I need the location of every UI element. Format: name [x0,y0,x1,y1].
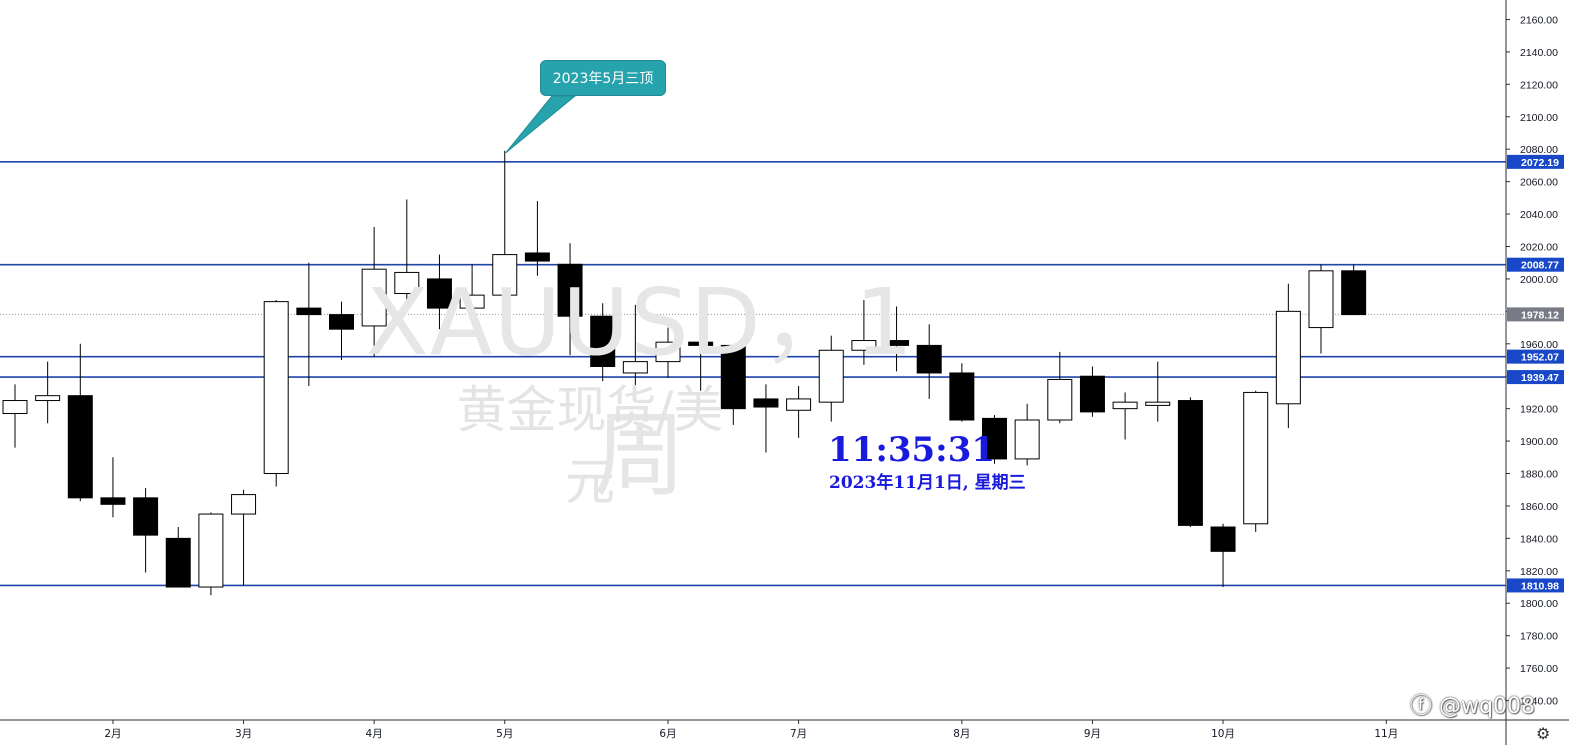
candle-body[interactable] [263,301,289,475]
candle-body[interactable] [231,494,257,515]
price-tick-label: 1900.00 [1520,436,1558,448]
price-tick-label: 2080.00 [1520,144,1558,156]
time-tick-label: 8月 [953,728,970,740]
level-price-label-bg [1507,154,1564,169]
price-tick-label: 1960.00 [1520,339,1558,351]
candle-body[interactable] [884,340,910,346]
candle-body[interactable] [329,314,354,330]
level-price-label-bg [1507,349,1564,364]
price-tick-label: 2060.00 [1520,177,1558,189]
candle-body[interactable] [1112,401,1138,410]
candle-body[interactable] [165,537,191,588]
candle-body[interactable] [459,294,485,309]
candle-body[interactable] [1047,378,1073,421]
current-price-label-bg [1507,307,1564,322]
candle-body[interactable] [753,398,779,408]
candle-body[interactable] [1243,391,1269,525]
candle-body[interactable] [2,400,28,415]
price-tick-label: 2100.00 [1520,112,1558,124]
time-tick-label: 5月 [496,728,513,740]
time-tick-label: 9月 [1084,728,1101,740]
candle-body[interactable] [296,307,322,316]
candle-body[interactable] [35,395,61,402]
candle-body[interactable] [1210,526,1236,552]
candle-body[interactable] [590,315,616,367]
price-tick-label: 1880.00 [1520,469,1558,481]
candle-body[interactable] [655,341,681,363]
time-tick-label: 7月 [790,728,807,740]
candle-body[interactable] [1341,270,1367,316]
level-price-label: 1810.98 [1521,580,1559,592]
price-tick-label: 1920.00 [1520,404,1558,416]
settings-gear-icon[interactable]: ⚙ [1536,724,1551,743]
level-price-label: 2072.19 [1521,157,1559,169]
candle-body[interactable] [361,268,387,327]
price-tick-label: 1840.00 [1520,533,1558,545]
candle-body[interactable] [1275,310,1301,405]
level-price-label: 1952.07 [1521,352,1559,364]
symbol-watermark: XAUUSD，1周 [365,269,915,509]
candle-body[interactable] [557,263,583,317]
weibo-handle: @wq008 [1439,694,1535,719]
price-tick-label: 1760.00 [1520,663,1558,675]
price-tick-label: 1740.00 [1520,696,1558,708]
annotation-pointer [505,95,577,154]
level-price-label: 2008.77 [1521,260,1559,272]
candle-body[interactable] [786,398,812,411]
time-tick-label: 3月 [235,728,252,740]
time-tick-label: 11月 [1374,728,1398,740]
time-tick-label: 4月 [366,728,383,740]
price-tick-label: 2020.00 [1520,241,1558,253]
price-tick-label: 2000.00 [1520,274,1558,286]
candle-body[interactable] [818,349,844,403]
level-price-label-bg [1507,257,1564,272]
candle-body[interactable] [1308,270,1334,329]
candle-body[interactable] [1014,419,1040,460]
candle-body[interactable] [982,417,1007,460]
candle-body[interactable] [394,271,420,295]
clock-date: 2023年11月1日, 星期三 [829,473,1026,493]
weibo-credit: ⓕ @wq008 [1410,688,1535,720]
candle-body[interactable] [949,372,975,421]
candle-body[interactable] [198,513,224,588]
price-tick-label: 1860.00 [1520,501,1558,513]
candle-body[interactable] [426,278,452,309]
price-tick-label: 1800.00 [1520,598,1558,610]
candle-body[interactable] [622,361,648,374]
candle-body[interactable] [720,344,746,410]
candle-body[interactable] [133,497,159,536]
price-tick-label: 1780.00 [1520,631,1558,643]
level-price-label: 1939.47 [1521,372,1559,384]
candle-body[interactable] [524,252,550,262]
candle-body[interactable] [67,395,93,499]
candle-body[interactable] [1177,400,1203,526]
candle-body[interactable] [492,254,518,296]
description-watermark: 黄金现货/美元 [456,381,724,511]
candle-body[interactable] [916,344,942,374]
price-tick-label: 1820.00 [1520,566,1558,578]
price-tick-label: 2160.00 [1520,14,1558,26]
current-price-label: 1978.12 [1521,309,1559,321]
candle-body[interactable] [1145,401,1171,406]
annotation-callout[interactable]: 2023年5月三顶 [540,60,666,96]
time-tick-label: 2月 [104,728,121,740]
level-price-label-bg [1507,578,1564,593]
candle-body[interactable] [100,497,126,505]
price-tick-label: 2120.00 [1520,79,1558,91]
candle-body[interactable] [1079,375,1105,413]
level-price-label-bg [1507,370,1564,385]
candle-body[interactable] [688,341,714,346]
price-tick-label: 2140.00 [1520,47,1558,59]
time-tick-label: 10月 [1211,728,1235,740]
weibo-icon: ⓕ [1410,694,1433,719]
candle-body[interactable] [851,340,877,351]
time-tick-label: 6月 [659,728,676,740]
price-tick-label: 2040.00 [1520,209,1558,221]
clock-time: 11:35:31 [828,430,996,470]
